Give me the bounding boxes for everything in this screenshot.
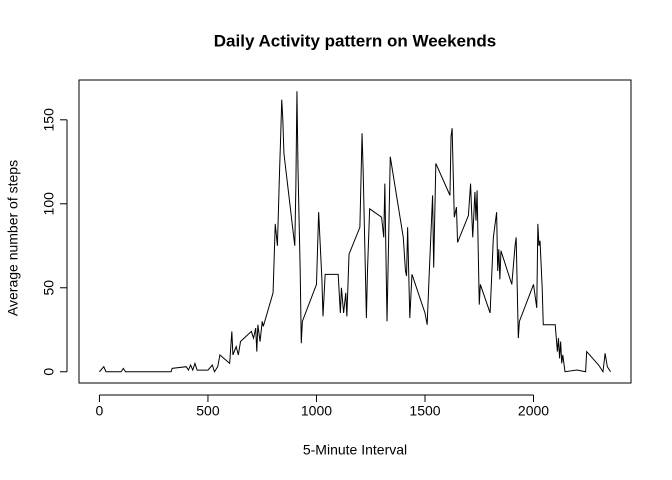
- y-tick-label: 50: [41, 280, 57, 296]
- y-tick-label: 100: [41, 192, 57, 216]
- y-axis-label: Average number of steps: [5, 160, 21, 316]
- y-tick-label: 0: [41, 368, 57, 376]
- x-tick-label: 500: [196, 403, 220, 419]
- x-tick-label: 1500: [409, 403, 440, 419]
- plot-box: [78, 79, 632, 384]
- x-tick-label: 0: [96, 403, 104, 419]
- data-line: [99, 91, 611, 374]
- y-tick-label: 150: [41, 108, 57, 132]
- x-tick-label: 1000: [301, 403, 332, 419]
- x-axis-label: 5-Minute Interval: [303, 442, 407, 458]
- x-tick-label: 2000: [518, 403, 549, 419]
- chart-title: Daily Activity pattern on Weekends: [214, 31, 496, 50]
